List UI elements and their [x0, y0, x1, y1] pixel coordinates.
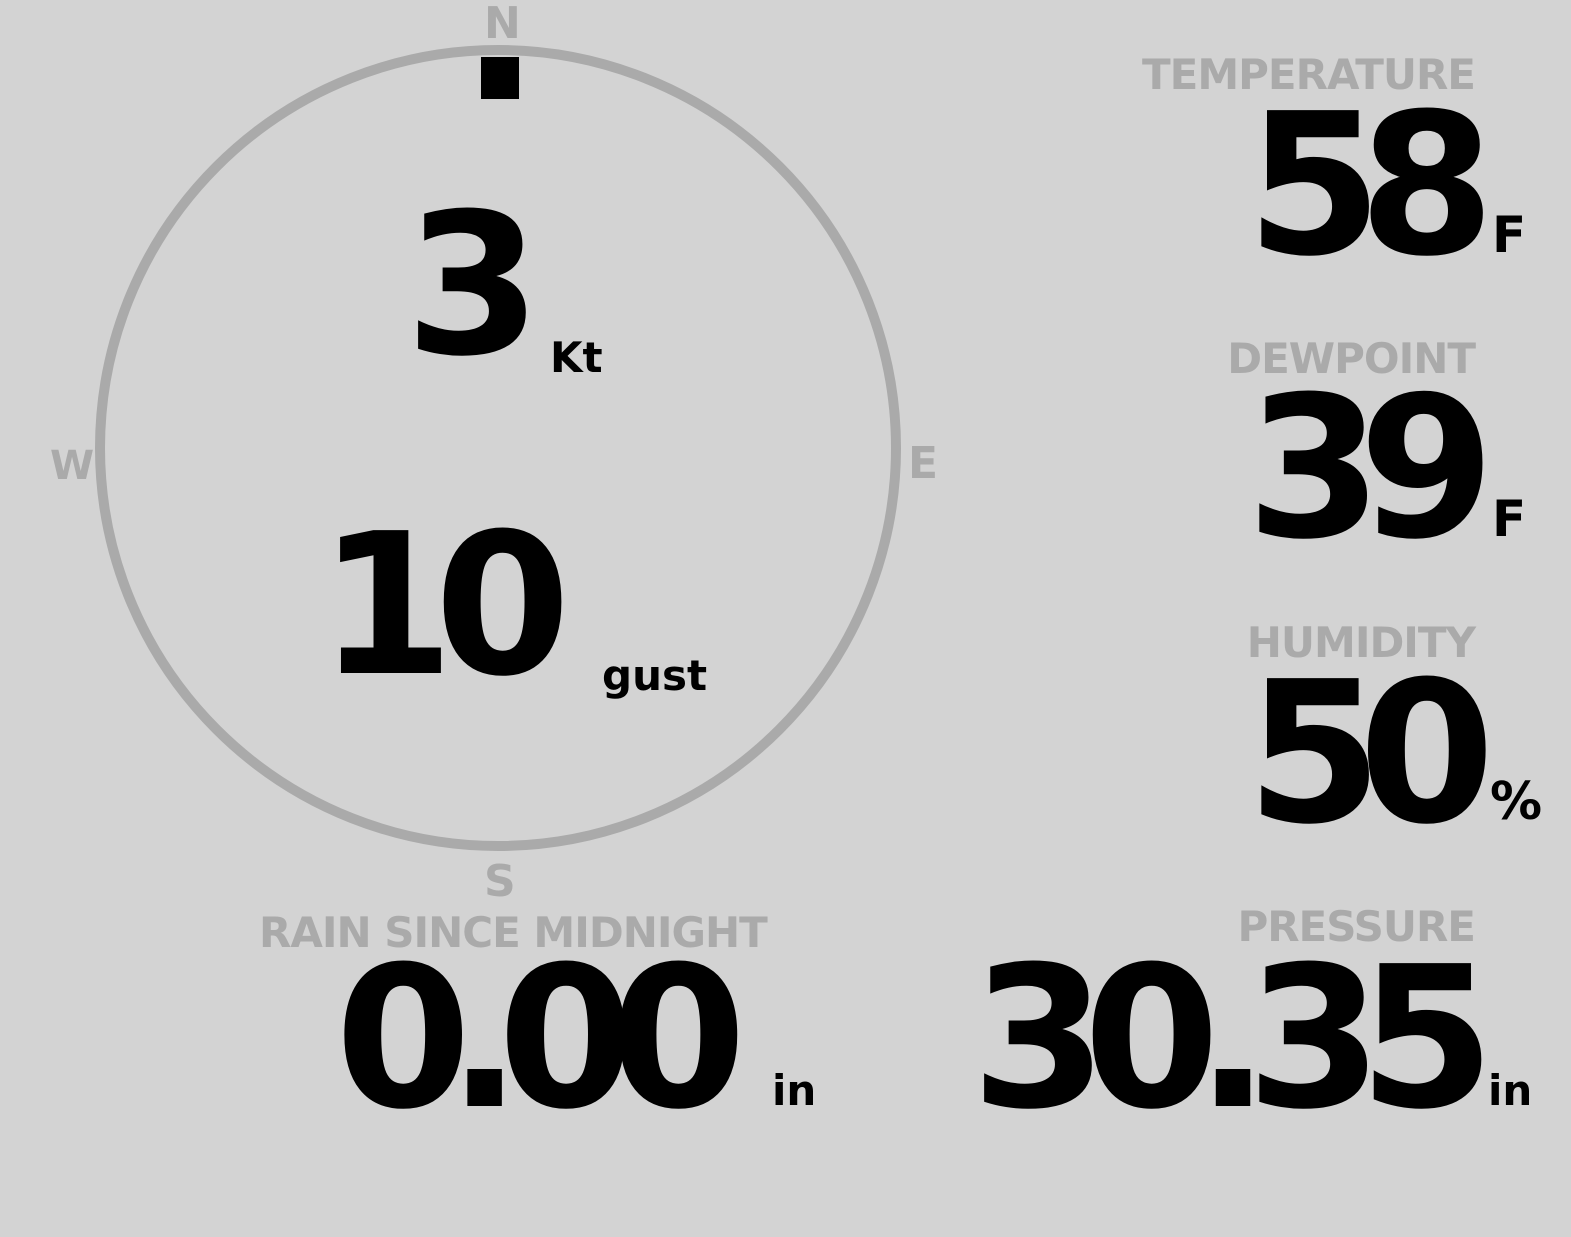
compass-west-label: W: [50, 443, 94, 489]
rain-value: 0.00: [335, 925, 747, 1153]
pressure-label: PRESSURE: [1237, 902, 1476, 951]
wind-speed-unit: Kt: [550, 333, 603, 382]
compass-north-label: N: [484, 0, 521, 49]
dewpoint-label: DEWPOINT: [1227, 334, 1476, 383]
wind-gust-value: 10: [318, 492, 571, 720]
temperature-value: 58: [1246, 72, 1495, 300]
humidity-unit: %: [1490, 772, 1543, 832]
compass-east-label: E: [908, 438, 938, 489]
wind-direction-indicator: [481, 57, 519, 99]
pressure-value: 30.35: [971, 925, 1495, 1153]
wind-compass: [95, 45, 901, 851]
dewpoint-value: 39: [1246, 355, 1495, 583]
rain-label: RAIN SINCE MIDNIGHT: [259, 908, 768, 957]
compass-south-label: S: [484, 856, 516, 907]
compass-ring: [95, 45, 901, 851]
rain-unit: in: [772, 1066, 817, 1115]
humidity-label: HUMIDITY: [1246, 618, 1476, 667]
humidity-value: 50: [1246, 640, 1495, 868]
temperature-label: TEMPERATURE: [1142, 50, 1476, 99]
wind-speed-value: 3: [405, 172, 542, 400]
temperature-unit: F: [1492, 206, 1527, 264]
wind-gust-unit: gust: [602, 651, 708, 700]
dewpoint-unit: F: [1492, 490, 1527, 548]
pressure-unit: in: [1488, 1066, 1533, 1115]
